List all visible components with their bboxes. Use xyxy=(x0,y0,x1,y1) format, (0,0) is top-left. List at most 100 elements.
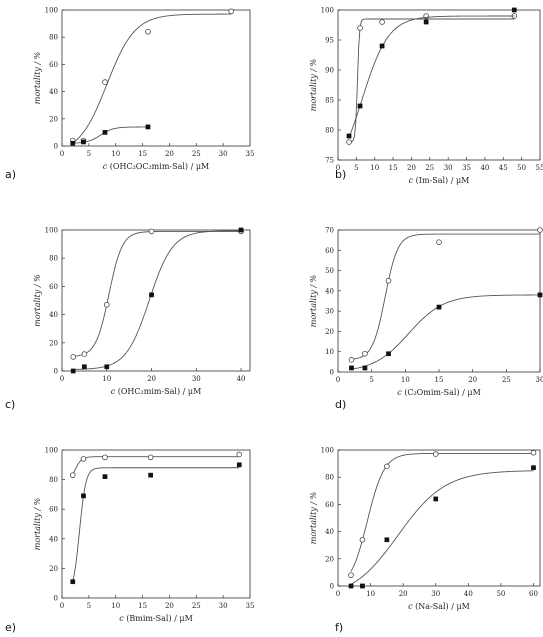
panel-label: f) xyxy=(335,621,343,634)
x-tick-label: 35 xyxy=(462,164,471,172)
data-point-filled-square xyxy=(362,365,368,371)
x-tick-label: 40 xyxy=(480,164,489,172)
x-tick-label: 35 xyxy=(246,602,255,610)
data-point-filled-square xyxy=(236,462,242,468)
y-tick-label: 100 xyxy=(321,447,334,455)
panel-label: e) xyxy=(5,621,16,634)
y-tick-label: 90 xyxy=(325,67,334,75)
x-tick-label: 5 xyxy=(87,150,91,158)
y-tick-label: 40 xyxy=(49,535,58,543)
x-axis-label: c (Im-Sal) / μM xyxy=(409,176,470,185)
data-point-open-circle xyxy=(379,19,385,25)
y-tick-label: 60 xyxy=(325,247,334,255)
chart-panel-f: 0 10 20 30 40 50 60 0 20 40 60 80 100 mortality / % c … xyxy=(309,447,541,634)
x-tick-label: 10 xyxy=(111,602,120,610)
data-point-filled-square xyxy=(433,496,439,502)
panel-label: c) xyxy=(5,398,15,411)
y-tick-label: 80 xyxy=(325,127,334,135)
x-tick-label: 5 xyxy=(354,164,358,172)
data-point-filled-square xyxy=(386,351,391,357)
y-tick-label: 100 xyxy=(45,7,58,15)
x-tick-label: 10 xyxy=(102,375,111,383)
y-tick-label: 85 xyxy=(325,97,334,105)
data-point-filled-square xyxy=(82,364,87,370)
plot-frame xyxy=(337,9,541,161)
x-tick-label: 20 xyxy=(147,375,156,383)
y-tick-label: 80 xyxy=(49,255,58,263)
data-point-open-circle xyxy=(103,301,110,308)
y-tick-label: 80 xyxy=(49,34,58,42)
data-point-filled-square xyxy=(346,133,352,139)
data-point-filled-square xyxy=(537,292,543,298)
panel-label: a) xyxy=(5,168,16,181)
x-tick-label: 40 xyxy=(237,375,246,383)
x-tick-label: 0 xyxy=(336,376,340,384)
y-axis-label: mortality / % xyxy=(33,274,42,327)
x-tick-label: 10 xyxy=(370,164,379,172)
data-point-open-circle xyxy=(80,456,87,462)
data-point-filled-square xyxy=(360,583,365,589)
x-axis-label-variable: c xyxy=(397,388,402,397)
y-tick-label: 20 xyxy=(49,565,58,573)
data-point-filled-square xyxy=(238,227,244,233)
data-point-filled-square xyxy=(145,124,151,130)
y-tick-label: 40 xyxy=(325,528,334,536)
x-tick-label: 15 xyxy=(435,376,444,384)
data-point-open-circle xyxy=(385,277,392,284)
x-tick-label: 40 xyxy=(464,590,473,598)
fit-curve-series-1 xyxy=(73,230,242,357)
plot-frame xyxy=(61,229,251,372)
y-tick-label: 75 xyxy=(325,157,334,165)
x-tick-label: 50 xyxy=(517,164,526,172)
x-axis-label: c (Bmim-Sal) / μM xyxy=(119,614,193,623)
data-point-open-circle xyxy=(236,451,243,458)
plot-frame xyxy=(61,449,251,599)
chart-panel-d: 0 5 10 15 20 25 30 0 10 20 30 40 50 60 70 mortality / %… xyxy=(309,227,543,412)
plot-frame xyxy=(61,9,251,147)
x-tick-label: 20 xyxy=(407,164,416,172)
x-axis-label-text: (OHC₂mim-Sal) / μM xyxy=(115,387,201,396)
y-tick-label: 60 xyxy=(49,283,58,291)
panel-label: b) xyxy=(335,168,346,181)
x-tick-label: 30 xyxy=(444,164,453,172)
data-point-open-circle xyxy=(147,454,154,461)
data-point-open-circle xyxy=(346,139,352,145)
y-tick-label: 60 xyxy=(49,506,58,514)
x-tick-label: 30 xyxy=(536,376,543,384)
data-point-open-circle xyxy=(436,239,442,245)
x-tick-label: 50 xyxy=(496,590,505,598)
data-point-open-circle xyxy=(362,350,368,357)
y-tick-label: 0 xyxy=(330,583,334,591)
data-point-filled-square xyxy=(384,537,390,543)
x-tick-label: 10 xyxy=(366,590,375,598)
data-point-filled-square xyxy=(148,472,153,478)
data-point-open-circle xyxy=(228,8,235,15)
data-point-open-circle xyxy=(81,351,88,357)
x-tick-label: 20 xyxy=(165,150,174,158)
x-axis-label-variable: c xyxy=(119,614,124,623)
x-axis-label-text: (Bmim-Sal) / μM xyxy=(124,614,193,623)
x-tick-label: 30 xyxy=(219,602,228,610)
x-tick-label: 5 xyxy=(369,376,373,384)
x-axis-label: c (OHC₂OC₂mim-Sal) / μM xyxy=(103,162,209,171)
y-tick-label: 50 xyxy=(325,267,334,275)
x-axis-label-text: (C₂Omim-Sal) / μM xyxy=(402,388,481,397)
data-point-filled-square xyxy=(348,583,354,589)
x-tick-label: 30 xyxy=(431,590,440,598)
y-tick-label: 0 xyxy=(54,143,58,151)
x-axis-label: c (OHC₂mim-Sal) / μM xyxy=(111,387,202,396)
x-tick-label: 0 xyxy=(336,164,340,172)
fit-curve-series-1 xyxy=(72,13,232,144)
x-tick-label: 10 xyxy=(111,150,120,158)
x-axis-label-variable: c xyxy=(103,162,108,171)
x-axis-label-variable: c xyxy=(409,176,414,185)
x-tick-label: 30 xyxy=(192,375,201,383)
y-tick-label: 60 xyxy=(49,61,58,69)
y-tick-label: 60 xyxy=(325,501,334,509)
fit-curve-series-2 xyxy=(72,467,240,582)
data-point-open-circle xyxy=(69,472,76,478)
y-tick-label: 0 xyxy=(330,369,334,377)
x-axis-label-text: (OHC₂OC₂mim-Sal) / μM xyxy=(107,162,209,171)
x-axis-label: c (Na-Sal) / μM xyxy=(408,602,470,611)
